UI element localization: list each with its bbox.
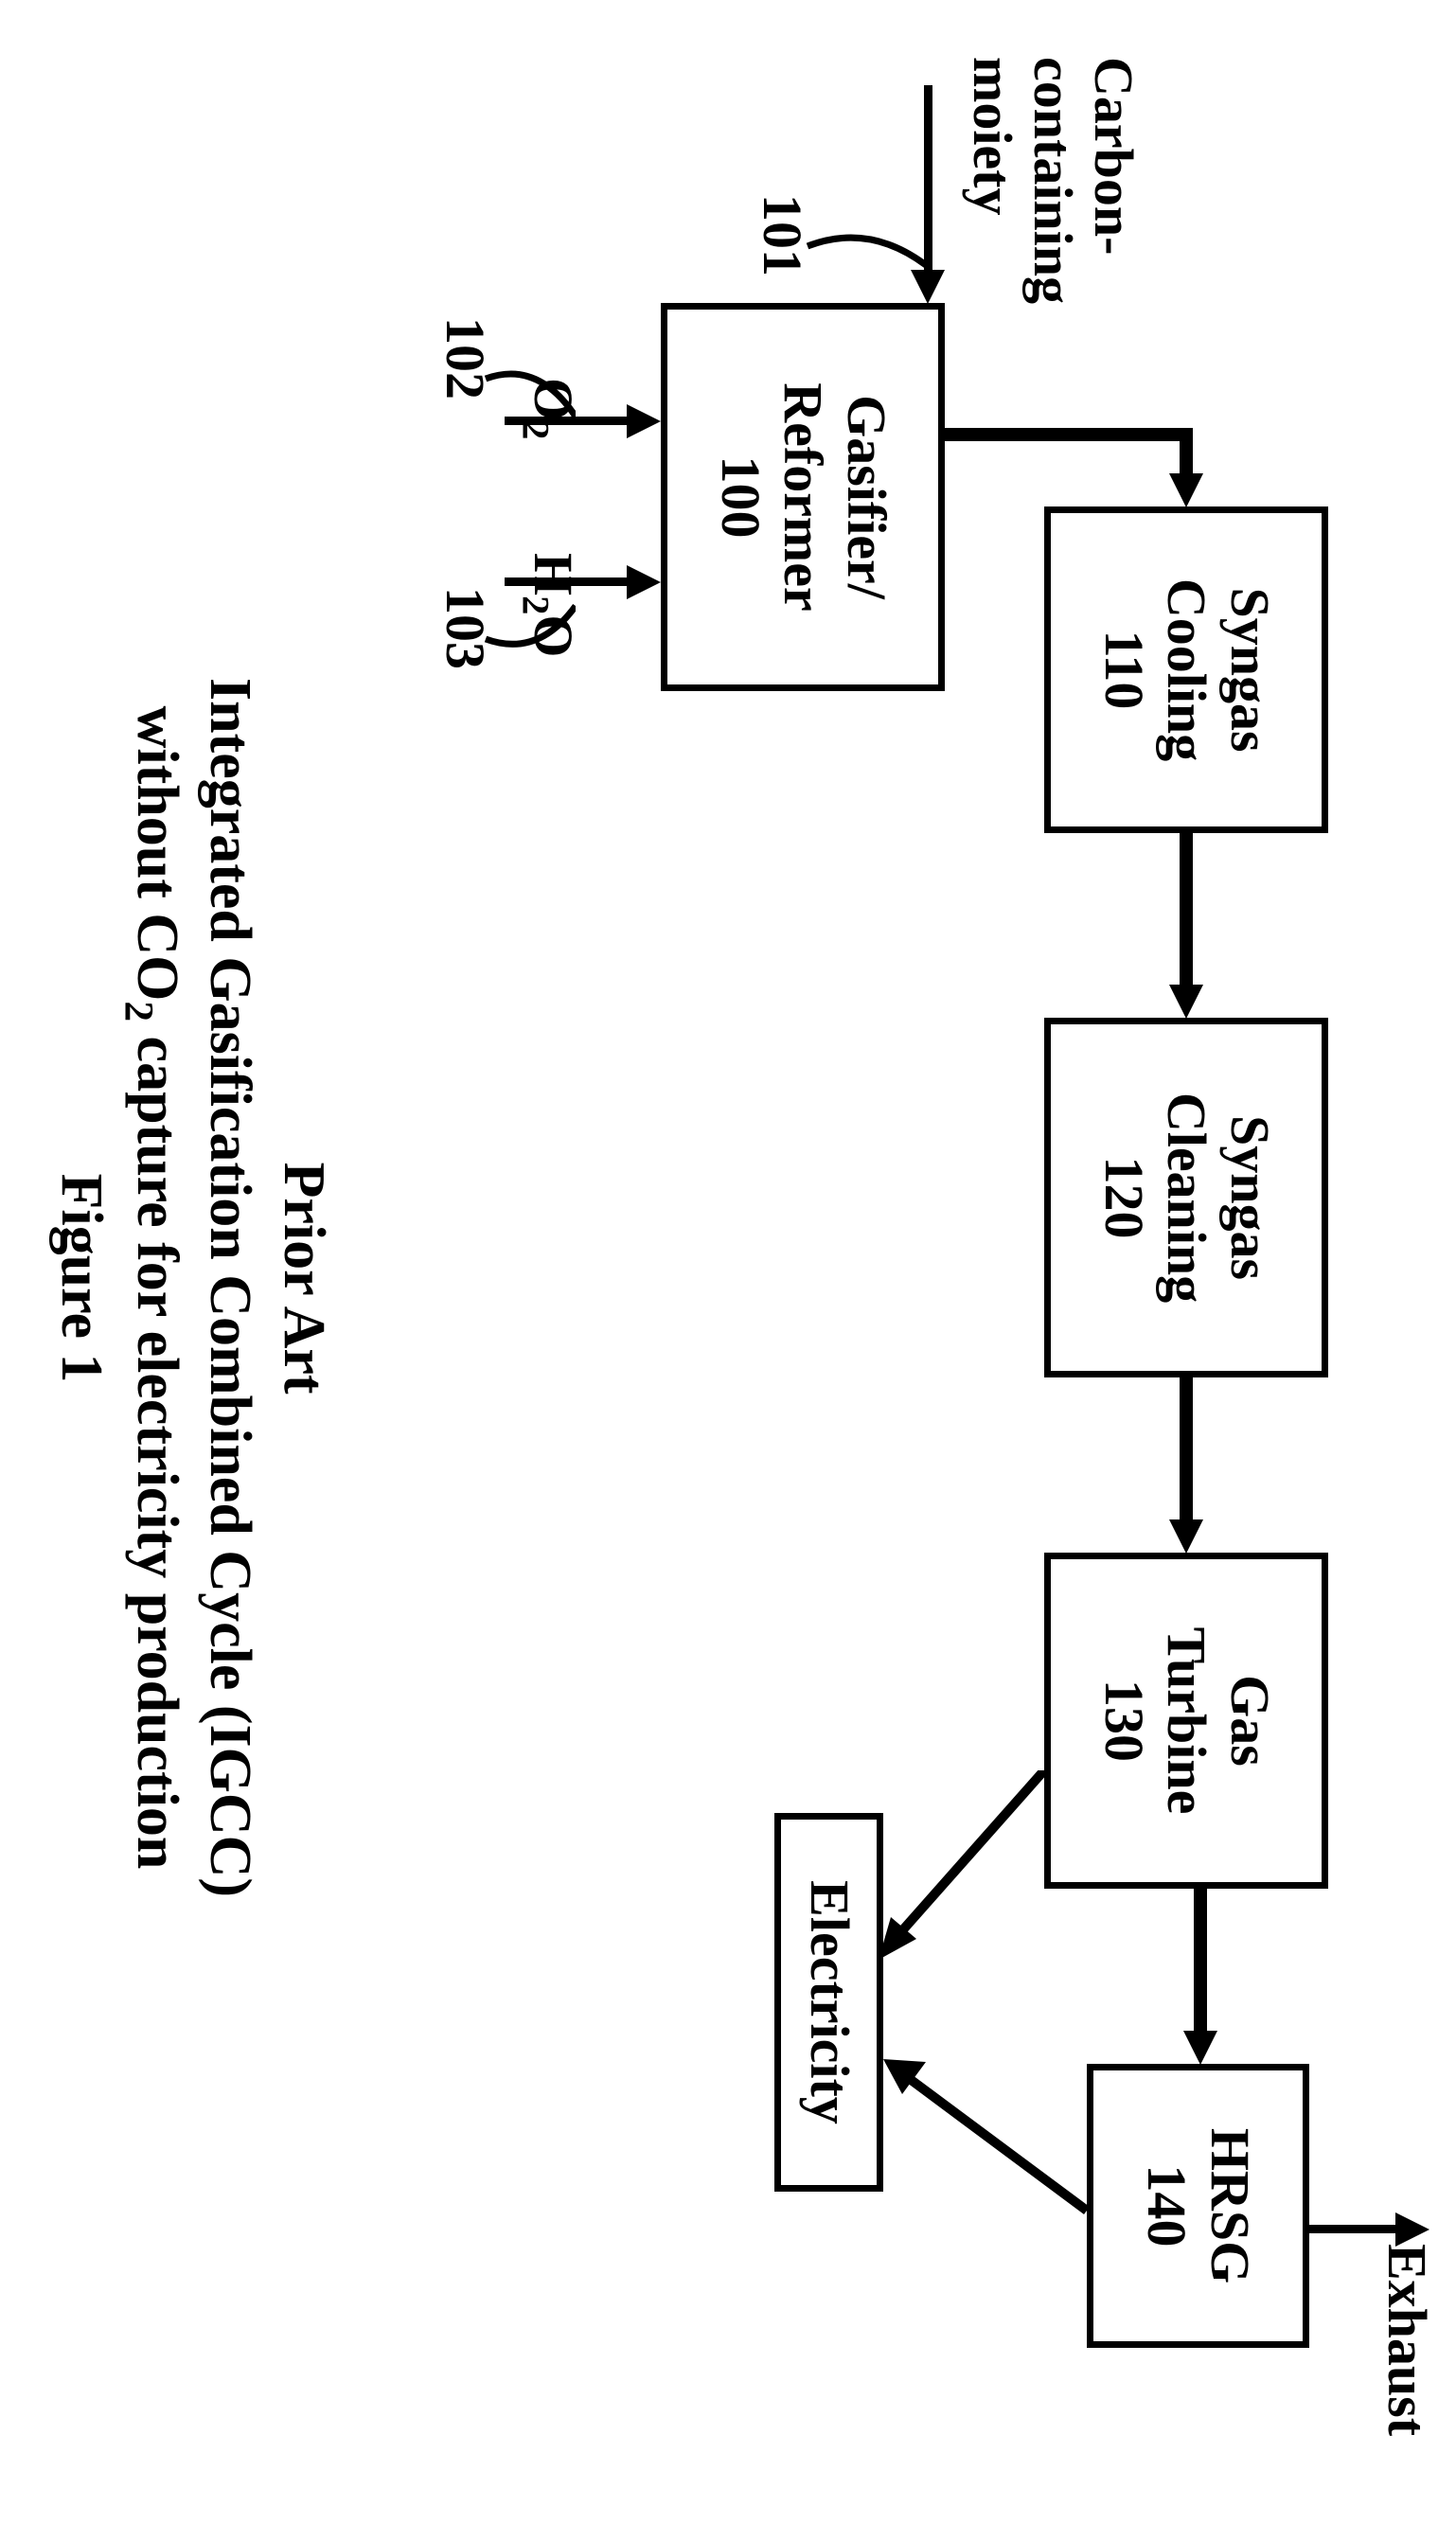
- cooling-line2: Cooling: [1155, 578, 1218, 761]
- arrow-turb-hrsg-head: [1183, 2031, 1217, 2065]
- caption-prior-art: Prior Art: [269, 1041, 339, 1515]
- arrow-cool-clean-head: [1169, 985, 1203, 1019]
- arrow-turb-hrsg: [1194, 1889, 1207, 2035]
- gasifier-box: Gasifier/ Reformer 100: [661, 303, 945, 691]
- exhaust-label: Exhaust: [1376, 2244, 1437, 2436]
- caption-line2-sub: 2: [116, 1001, 162, 1022]
- cleaning-line2: Cleaning: [1155, 1093, 1218, 1303]
- turbine-line1: Gas: [1217, 1675, 1281, 1767]
- arrow-hrsg-exhaust: [1309, 2225, 1399, 2233]
- cooling-ref: 110: [1092, 631, 1155, 710]
- arrow-cool-clean: [1180, 833, 1193, 989]
- arrow-clean-turb: [1180, 1377, 1193, 1524]
- arrow-gas-cool-head: [1169, 473, 1203, 507]
- hrsg-line1: HRSG: [1199, 2128, 1262, 2283]
- arrow-103-line: [505, 577, 632, 586]
- caption-line2b: capture for electricity production: [125, 1022, 189, 1869]
- arrow-hrsg-elec: [869, 2045, 1087, 2234]
- arrow-103-head: [627, 565, 661, 599]
- arrow-101-head: [911, 270, 945, 304]
- arrow-hrsg-exhaust-head: [1395, 2212, 1429, 2247]
- leader-101: [803, 218, 926, 293]
- gasifier-ref: 100: [708, 456, 772, 539]
- hrsg-ref: 140: [1135, 2165, 1199, 2248]
- cleaning-ref: 120: [1092, 1157, 1155, 1239]
- arrow-gas-cool-v: [945, 428, 1191, 441]
- caption-fig: Figure 1: [46, 1041, 116, 1515]
- h2o-h: H: [523, 553, 584, 595]
- arrow-turb-elec: [864, 1770, 1044, 1979]
- gasifier-line2: Reformer: [772, 382, 835, 612]
- carbon-label: Carbon- containing moiety: [963, 57, 1144, 304]
- cooling-line1: Syngas: [1217, 587, 1281, 752]
- arrow-clean-turb-head: [1169, 1519, 1203, 1554]
- diagram-canvas: { "inputs": { "carbon_label": "Carbon-\n…: [0, 0, 1456, 2523]
- turbine-line2: Turbine: [1155, 1627, 1218, 1815]
- turbine-ref: 130: [1092, 1679, 1155, 1762]
- hrsg-box: HRSG 140: [1087, 2064, 1309, 2348]
- arrow-101-line: [924, 85, 932, 279]
- turbine-box: Gas Turbine 130: [1044, 1553, 1328, 1889]
- arrow-102-line: [505, 417, 632, 425]
- cleaning-line1: Syngas: [1217, 1115, 1281, 1280]
- leader-103: [481, 592, 576, 677]
- electricity-label: Electricity: [797, 1880, 861, 2124]
- cleaning-box: Syngas Cleaning 120: [1044, 1018, 1328, 1377]
- cooling-box: Syngas Cooling 110: [1044, 506, 1328, 833]
- gasifier-line1: Gasifier/: [834, 395, 897, 599]
- caption-line1: Integrated Gasification Combined Cycle (…: [195, 530, 265, 2045]
- caption-line2: without CO2 capture for electricity prod…: [115, 530, 192, 2045]
- arrow-102-head: [627, 404, 661, 438]
- caption-line2a: without CO: [125, 706, 189, 1002]
